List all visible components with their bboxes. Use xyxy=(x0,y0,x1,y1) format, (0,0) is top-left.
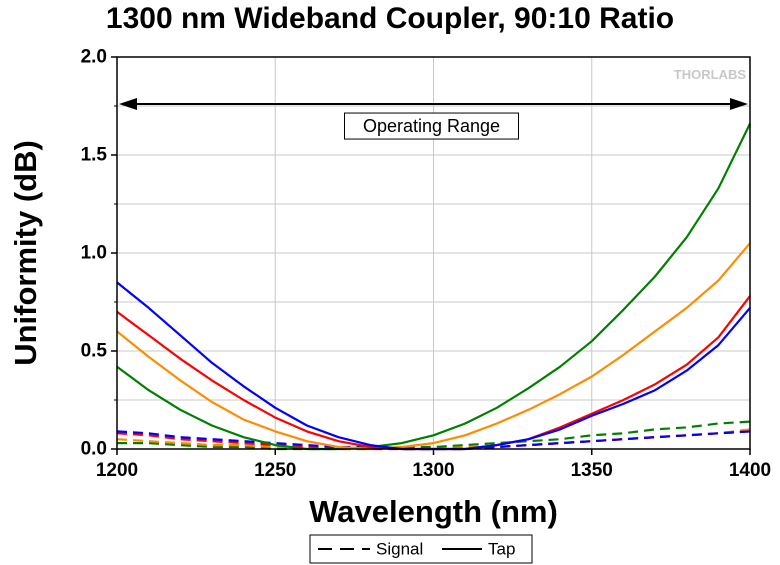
arrow-right-head xyxy=(730,98,748,111)
y-axis-label: Uniformity (dB) xyxy=(8,140,43,366)
x-axis-label: Wavelength (nm) xyxy=(309,494,558,529)
thorlabs-watermark: THORLABS xyxy=(674,67,747,82)
series-solid-3 xyxy=(116,123,751,451)
x-tick-label: 1200 xyxy=(96,460,138,481)
x-tick-label: 1250 xyxy=(254,460,296,481)
operating-range-label-box xyxy=(344,112,519,140)
series-dashed-7 xyxy=(117,420,751,451)
chart-title: 1300 nm Wideband Coupler, 90:10 Ratio xyxy=(105,2,675,35)
y-tick-label: 0.0 xyxy=(81,439,107,460)
x-tick-label: 1350 xyxy=(571,460,613,481)
y-tick-label: 2.0 xyxy=(81,47,107,68)
operating-range-label: Operating Range xyxy=(363,116,500,136)
y-tick-label: 1.0 xyxy=(81,243,107,264)
y-tick-label: 0.5 xyxy=(81,341,108,362)
legend-tap-label: Tap xyxy=(488,540,515,559)
series-solid-2 xyxy=(116,242,751,451)
y-tick-label: 1.5 xyxy=(81,145,108,166)
legend: Signal Tap xyxy=(309,534,533,564)
operating-range-annotation: Operating Range xyxy=(119,98,748,140)
series-dashed-4 xyxy=(116,430,751,451)
x-tick-label: 1300 xyxy=(412,460,454,481)
x-tick-label: 1400 xyxy=(729,460,771,481)
arrow-left-head xyxy=(119,98,137,111)
y-axis-ticks: 0.0 0.5 1.0 1.5 2.0 xyxy=(81,47,117,460)
legend-signal-label: Signal xyxy=(376,540,423,559)
grid xyxy=(117,57,750,449)
x-axis-ticks: 1200 1250 1300 1350 1400 xyxy=(96,449,771,481)
